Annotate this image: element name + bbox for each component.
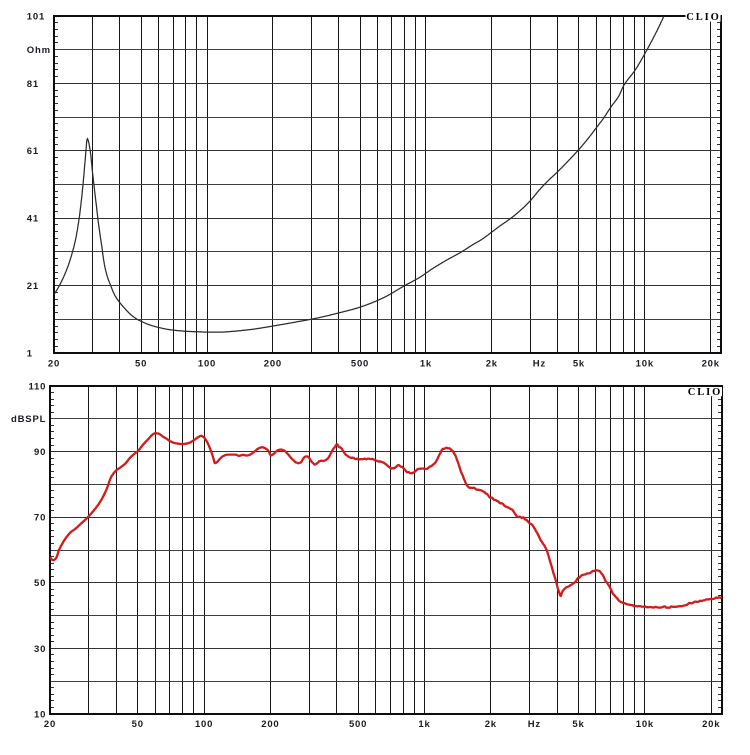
svg-text:70: 70 (34, 513, 46, 524)
svg-text:dBSPL: dBSPL (11, 414, 46, 425)
svg-text:2k: 2k (485, 719, 497, 730)
svg-text:1k: 1k (418, 719, 430, 730)
svg-text:200: 200 (264, 358, 282, 369)
svg-text:1: 1 (27, 348, 33, 359)
svg-text:2k: 2k (486, 358, 498, 369)
svg-text:1k: 1k (420, 358, 432, 369)
svg-text:50: 50 (132, 719, 144, 730)
svg-text:10k: 10k (636, 719, 654, 730)
svg-text:20: 20 (48, 358, 60, 369)
svg-text:CLIO: CLIO (686, 12, 720, 23)
svg-text:10: 10 (34, 709, 46, 720)
svg-text:81: 81 (27, 79, 39, 90)
svg-text:101: 101 (27, 11, 45, 22)
svg-text:20: 20 (44, 719, 56, 730)
svg-text:50: 50 (34, 578, 46, 589)
svg-text:CLIO: CLIO (688, 387, 722, 398)
svg-text:90: 90 (34, 447, 46, 458)
svg-text:500: 500 (349, 719, 367, 730)
svg-text:20k: 20k (702, 719, 720, 730)
svg-text:61: 61 (27, 146, 39, 157)
svg-text:Hz: Hz (528, 719, 541, 730)
svg-text:Hz: Hz (533, 358, 546, 369)
svg-text:100: 100 (195, 719, 213, 730)
svg-text:30: 30 (34, 644, 46, 655)
svg-text:Ohm: Ohm (27, 45, 51, 56)
svg-text:200: 200 (261, 719, 279, 730)
svg-text:5k: 5k (572, 719, 584, 730)
svg-text:110: 110 (28, 381, 46, 392)
svg-text:41: 41 (27, 214, 39, 225)
svg-text:100: 100 (198, 358, 216, 369)
svg-text:500: 500 (351, 358, 369, 369)
svg-text:10k: 10k (636, 358, 654, 369)
svg-text:5k: 5k (573, 358, 585, 369)
svg-text:50: 50 (135, 358, 147, 369)
svg-text:21: 21 (27, 281, 39, 292)
svg-text:20k: 20k (702, 358, 720, 369)
